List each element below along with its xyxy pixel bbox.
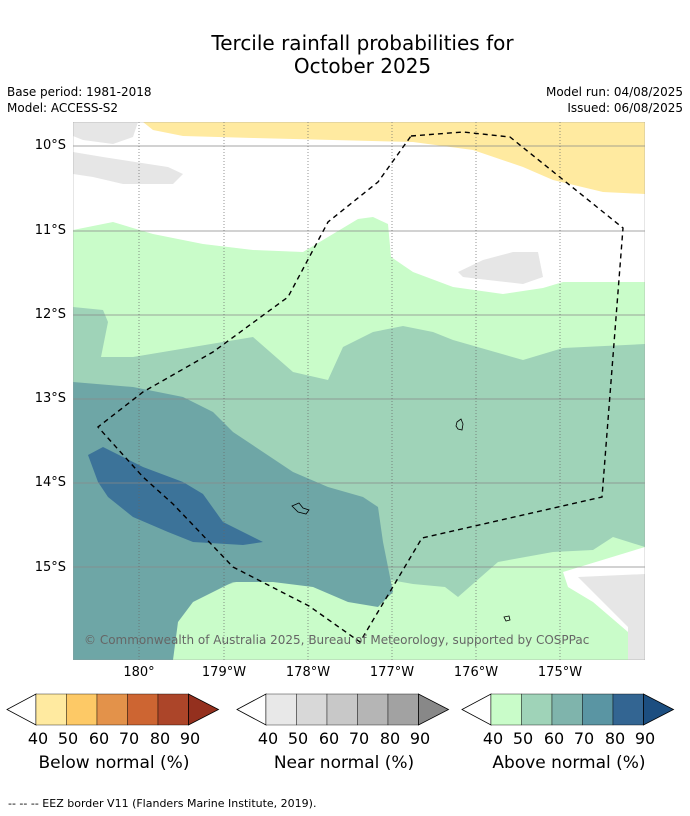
above-normal-60-70-region (73, 382, 393, 660)
cb-tick: 70 (118, 729, 140, 748)
lat-label-12s: 12°S (34, 307, 66, 322)
colorbar-title-below: Below normal (%) (38, 753, 190, 773)
colorbar-swatch (490, 693, 522, 726)
colorbar-below-normal (6, 693, 220, 726)
cb-tick: 60 (543, 729, 565, 748)
lat-label-14s: 14°S (34, 475, 66, 490)
cb-tick: 90 (179, 729, 201, 748)
latitude-gridlines (73, 145, 645, 568)
colorbar-swatch (326, 693, 358, 726)
map-title-line1: Tercile rainfall probabilities for (211, 31, 514, 55)
lon-label-176w: 176°W (453, 665, 499, 680)
below-normal-40-50-region (143, 122, 645, 194)
map-title-line2: October 2025 (293, 54, 432, 78)
colorbar-extension-low (236, 693, 267, 726)
near-normal-40-50-region-southeast (578, 574, 645, 660)
cb-tick: 50 (287, 729, 309, 748)
cb-tick: 50 (57, 729, 79, 748)
lon-label-179w: 179°W (201, 665, 247, 680)
model-text: Model: ACCESS-S2 (7, 101, 119, 115)
colorbar-title-near: Near normal (%) (273, 753, 415, 773)
colorbar-swatch (296, 693, 328, 726)
colorbar-near-normal (236, 693, 450, 726)
cb-tick: 40 (257, 729, 279, 748)
cb-tick: 80 (149, 729, 171, 748)
lon-label-175w: 175°W (537, 665, 583, 680)
colorbar-swatch (582, 693, 614, 726)
cb-tick: 40 (27, 729, 49, 748)
colorbar-swatch (157, 693, 189, 726)
colorbar-swatch (265, 693, 297, 726)
lat-label-13s: 13°S (34, 391, 66, 406)
near-normal-40-50-region-northwest (73, 122, 183, 184)
copyright-notice: © Commonwealth of Australia 2025, Bureau… (84, 633, 590, 647)
lat-label-15s: 15°S (34, 560, 66, 575)
island-outline (291, 502, 310, 515)
probability-map (73, 122, 645, 660)
lon-label-177w: 177°W (369, 665, 415, 680)
colorbar-extension-high (188, 693, 220, 726)
colorbar-extension-high (418, 693, 450, 726)
colorbar-swatch (357, 693, 389, 726)
colorbar-extension-low (6, 693, 37, 726)
above-normal-70-80-region (88, 447, 263, 545)
colorbar-swatch (66, 693, 98, 726)
base-period-text: Base period: 1981-2018 (7, 85, 152, 99)
eez-border (96, 131, 624, 644)
cb-tick: 80 (379, 729, 401, 748)
cb-tick: 60 (88, 729, 110, 748)
colorbar-swatch (551, 693, 583, 726)
cb-tick: 70 (348, 729, 370, 748)
cb-tick: 70 (573, 729, 595, 748)
colorbar-title-above: Above normal (%) (492, 753, 646, 773)
colorbar-swatch (127, 693, 159, 726)
colorbar-extension-low (461, 693, 492, 726)
eez-footnote: -- -- -- EEZ border V11 (Flanders Marine… (8, 797, 317, 810)
near-normal-40-50-region-central (458, 252, 543, 284)
colorbar-above-normal (461, 693, 675, 726)
colorbar-swatch (96, 693, 128, 726)
colorbar-swatch (387, 693, 419, 726)
model-run-text: Model run: 04/08/2025 (545, 85, 683, 99)
colorbar-extension-high (643, 693, 675, 726)
lon-label-178w: 178°W (285, 665, 331, 680)
island-outline (455, 418, 464, 431)
cb-tick: 50 (512, 729, 534, 748)
colorbar-swatch (612, 693, 644, 726)
cb-tick: 90 (634, 729, 656, 748)
cb-tick: 90 (409, 729, 431, 748)
lon-label-180: 180° (123, 665, 155, 680)
cb-tick: 40 (482, 729, 504, 748)
issued-text: Issued: 06/08/2025 (567, 101, 683, 115)
colorbar-swatch (35, 693, 67, 726)
lat-label-11s: 11°S (34, 223, 66, 238)
cb-tick: 60 (318, 729, 340, 748)
lat-label-10s: 10°S (34, 138, 66, 153)
cb-tick: 80 (604, 729, 626, 748)
island-outline (503, 615, 511, 622)
colorbar-swatch (521, 693, 553, 726)
